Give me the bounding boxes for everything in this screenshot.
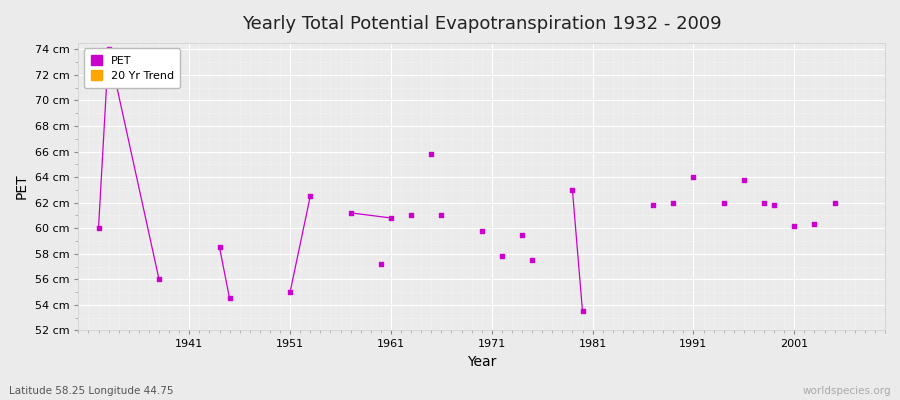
Point bbox=[686, 174, 700, 180]
Point bbox=[212, 244, 227, 250]
Point bbox=[303, 193, 318, 200]
Point bbox=[91, 225, 105, 231]
Point bbox=[383, 215, 398, 221]
Point bbox=[525, 257, 539, 263]
Point bbox=[222, 295, 237, 302]
Point bbox=[283, 289, 297, 295]
Point bbox=[344, 210, 358, 216]
Legend: PET, 20 Yr Trend: PET, 20 Yr Trend bbox=[84, 48, 180, 88]
X-axis label: Year: Year bbox=[467, 355, 497, 369]
Text: worldspecies.org: worldspecies.org bbox=[803, 386, 891, 396]
Point bbox=[646, 202, 661, 208]
Point bbox=[807, 221, 822, 228]
Point bbox=[434, 212, 448, 219]
Point bbox=[767, 202, 781, 208]
Point bbox=[102, 46, 116, 52]
Text: Latitude 58.25 Longitude 44.75: Latitude 58.25 Longitude 44.75 bbox=[9, 386, 174, 396]
Point bbox=[666, 200, 680, 206]
Point bbox=[374, 261, 388, 267]
Point bbox=[424, 151, 438, 157]
Point bbox=[474, 228, 489, 234]
Point bbox=[404, 212, 419, 219]
Point bbox=[152, 276, 166, 282]
Point bbox=[515, 231, 529, 238]
Point bbox=[575, 308, 590, 314]
Point bbox=[495, 253, 509, 260]
Point bbox=[736, 176, 751, 183]
Point bbox=[787, 222, 801, 229]
Y-axis label: PET: PET bbox=[15, 174, 29, 200]
Point bbox=[716, 200, 731, 206]
Point bbox=[757, 200, 771, 206]
Point bbox=[827, 200, 842, 206]
Point bbox=[565, 187, 580, 193]
Title: Yearly Total Potential Evapotranspiration 1932 - 2009: Yearly Total Potential Evapotranspiratio… bbox=[242, 15, 722, 33]
